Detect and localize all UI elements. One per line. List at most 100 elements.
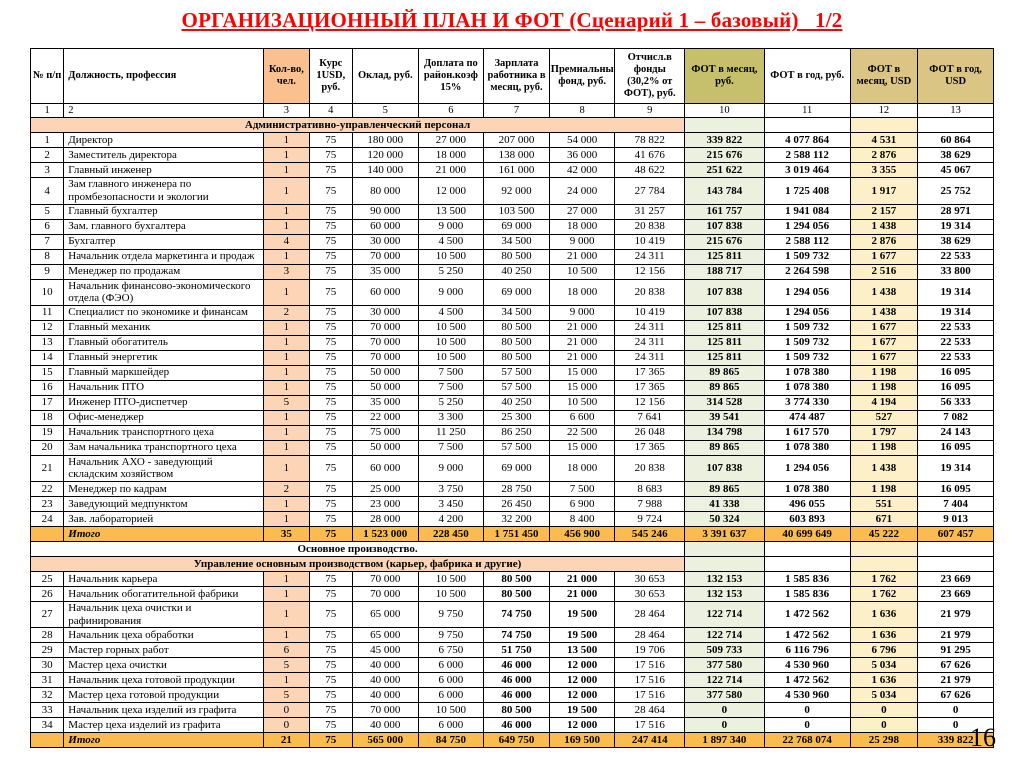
cell: 103 500 [483, 203, 550, 220]
cell: 28 971 [917, 203, 994, 220]
cell: 545 246 [614, 526, 686, 543]
cell: Начальник обогатительной фабрики [63, 586, 265, 603]
cell: 46 000 [483, 717, 550, 734]
cell: 40 000 [351, 687, 419, 704]
cell: Начальник цеха обработки [63, 627, 265, 644]
cell: 80 500 [483, 334, 550, 351]
cell: 15 000 [548, 364, 616, 381]
cell: 6 116 796 [763, 642, 851, 659]
cell: 0 [849, 702, 919, 719]
cell: 6 [263, 642, 310, 659]
cell: 3 750 [417, 481, 485, 498]
cell: 17 365 [614, 364, 686, 381]
cell: 565 000 [351, 732, 419, 749]
cell: 75 [308, 278, 353, 306]
data-row: 23 Заведующий медпунктом 1 75 23 000 3 450 26 … [29, 496, 994, 513]
cell: 13 500 [548, 642, 616, 659]
cell: 67 626 [917, 687, 994, 704]
cell: 0 [763, 717, 851, 734]
cell: 41 676 [614, 147, 686, 164]
section-label: Основное производство. [29, 541, 686, 558]
cell: 1 917 [849, 177, 919, 205]
cell: 75 [308, 424, 353, 441]
cell: 24 000 [548, 177, 616, 205]
cell: Итого [63, 732, 265, 749]
column-index: 3 [263, 103, 310, 119]
cell: 74 750 [483, 601, 550, 629]
empty-cell [917, 556, 994, 573]
cell: 1 472 562 [763, 672, 851, 689]
column-header: Курс 1USD, руб. [308, 47, 353, 105]
cell: 19 314 [917, 278, 994, 306]
cell: 70 000 [351, 702, 419, 719]
cell: 7 404 [917, 496, 994, 513]
cell: 24 311 [614, 349, 686, 366]
org-table: № п/п Должность, профессия Кол-во, чел. Кур… [29, 47, 994, 749]
cell: 9 000 [548, 233, 616, 250]
cell: 40 699 649 [763, 526, 851, 543]
cell: 496 055 [763, 496, 851, 513]
cell: 80 000 [351, 177, 419, 205]
cell: 75 [308, 304, 353, 321]
cell: 80 500 [483, 349, 550, 366]
cell: 70 000 [351, 319, 419, 336]
cell: 70 000 [351, 586, 419, 603]
cell: 314 528 [684, 394, 765, 411]
cell: 32 200 [483, 511, 550, 528]
cell: 12 000 [548, 687, 616, 704]
cell: 1 [263, 424, 310, 441]
cell: 89 865 [684, 481, 765, 498]
cell: 15 000 [548, 379, 616, 396]
data-row: 17 Инженер ПТО-диспетчер 5 75 35 000 5 250 40 … [29, 394, 994, 411]
cell: 1 677 [849, 248, 919, 265]
data-row: 25 Начальник карьера 1 75 70 000 10 500 80 500… [29, 571, 994, 588]
cell: 9 000 [417, 454, 485, 483]
cell: 24 311 [614, 248, 686, 265]
cell: Зам начальника транспортного цеха [63, 439, 265, 456]
column-header: ФОТ в год, USD [917, 47, 994, 105]
cell: 22 533 [917, 319, 994, 336]
cell: Начальник транспортного цеха [63, 424, 265, 441]
cell: 20 [29, 439, 65, 456]
cell: 1 078 380 [763, 439, 851, 456]
cell: Зав. лабораторией [63, 511, 265, 528]
cell: 377 580 [684, 657, 765, 674]
cell: 188 717 [684, 263, 765, 280]
cell: 19 314 [917, 454, 994, 483]
empty-cell [763, 117, 851, 134]
cell: 9 750 [417, 627, 485, 644]
cell: 4 077 864 [763, 132, 851, 149]
cell: 7 500 [417, 439, 485, 456]
cell: 1 [263, 409, 310, 426]
cell: 1 677 [849, 334, 919, 351]
cell: Бухгалтер [63, 233, 265, 250]
cell: Начальник АХО - заведующий складским хоз… [63, 454, 265, 483]
cell: Мастер цеха очистки [63, 657, 265, 674]
section-label: Управление основным производством (карье… [29, 556, 686, 573]
cell: 22 533 [917, 334, 994, 351]
cell: Начальник карьера [63, 571, 265, 588]
cell: 247 414 [614, 732, 686, 749]
cell: 10 500 [417, 586, 485, 603]
cell: Директор [63, 132, 265, 149]
cell: 50 000 [351, 364, 419, 381]
cell: 1 198 [849, 439, 919, 456]
column-header: Зарплата работника в месяц, руб. [483, 47, 550, 105]
cell: 5 [263, 394, 310, 411]
page-title: ОРГАНИЗАЦИОННЫЙ ПЛАН И ФОТ (Сценарий 1 –… [181, 8, 843, 32]
cell: 17 [29, 394, 65, 411]
cell: 1 797 [849, 424, 919, 441]
cell: 16 095 [917, 439, 994, 456]
cell: 2 [29, 147, 65, 164]
cell: 30 000 [351, 304, 419, 321]
cell: 28 000 [351, 511, 419, 528]
cell: 5 034 [849, 687, 919, 704]
cell: 0 [263, 717, 310, 734]
cell: 4 [263, 233, 310, 250]
cell: 10 500 [417, 702, 485, 719]
cell: 107 838 [684, 218, 765, 235]
cell: 4 531 [849, 132, 919, 149]
cell: 80 500 [483, 248, 550, 265]
cell: 34 [29, 717, 65, 734]
